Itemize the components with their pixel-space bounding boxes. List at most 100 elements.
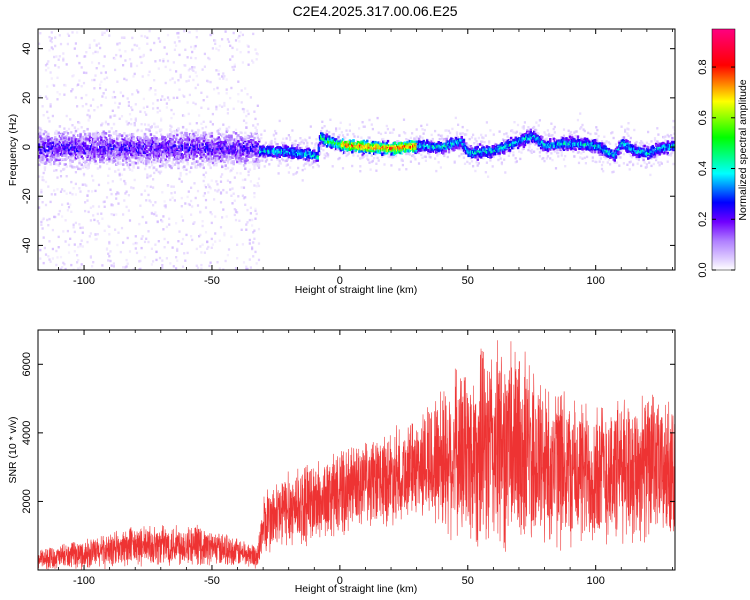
spectrogram-point — [192, 222, 195, 225]
spectrogram-point — [116, 243, 119, 247]
spectrogram-point — [330, 142, 333, 145]
spectrogram-point — [56, 98, 59, 101]
spectrogram-point — [42, 261, 45, 265]
spectrogram-point — [206, 159, 209, 162]
spectrogram-point — [118, 48, 121, 52]
spectrogram-point — [276, 148, 279, 151]
spectrogram-point — [292, 156, 295, 159]
spectrogram-point — [114, 96, 117, 99]
spectrogram-point — [270, 158, 273, 161]
spectrogram-point — [242, 164, 246, 167]
spectrogram-point — [54, 132, 57, 135]
spectrogram-point — [100, 80, 103, 83]
spectrogram-point — [67, 127, 71, 131]
spectrogram-point — [227, 125, 231, 129]
spectrogram-point — [233, 176, 236, 179]
spectrogram-point — [305, 150, 308, 153]
spectrogram-point — [216, 137, 219, 141]
spectrogram-point — [69, 237, 72, 240]
spectrogram-point — [127, 101, 130, 104]
spectrogram-point — [185, 172, 188, 176]
spectrogram-point — [240, 142, 243, 146]
spectrogram-point — [303, 154, 307, 157]
spectrogram-point — [171, 164, 174, 167]
spectrogram-point — [383, 163, 386, 166]
spectrogram-point — [112, 114, 115, 117]
spectrogram-point — [203, 65, 206, 68]
spectrogram-point — [84, 209, 87, 213]
spectrogram-point — [170, 192, 173, 195]
spectrogram-point — [85, 164, 88, 168]
spectrogram-point — [91, 78, 94, 82]
spectrogram-point — [107, 252, 110, 255]
spectrogram-point — [145, 156, 148, 160]
spectrogram-point — [71, 159, 74, 163]
spectrogram-point — [317, 165, 320, 168]
spectrogram-point — [223, 232, 226, 235]
spectrogram-point — [120, 155, 124, 158]
spectrogram-point — [163, 237, 166, 241]
spectrogram-point — [192, 139, 195, 142]
spectrogram-point — [218, 104, 221, 107]
spectrogram-point — [230, 135, 233, 139]
spectrogram-point — [242, 119, 246, 122]
spectrogram-point — [125, 120, 128, 123]
spectrogram-point — [128, 219, 132, 222]
spectrogram-point — [232, 149, 235, 153]
spectrogram-point — [190, 45, 193, 49]
spectrogram-point — [217, 157, 220, 161]
spectrogram-point — [149, 48, 152, 52]
spectrogram-point — [401, 163, 404, 167]
spectrogram-point — [351, 164, 354, 168]
spectrogram-point — [156, 220, 159, 223]
spectrogram-point — [170, 166, 173, 170]
spectrogram-point — [94, 139, 97, 143]
spectrogram-point — [42, 114, 45, 117]
spectrogram-point — [178, 177, 181, 181]
spectrogram-point — [234, 138, 238, 141]
spectrogram-point — [252, 124, 255, 127]
spectrogram-point — [61, 133, 64, 136]
spectrogram-point — [146, 173, 149, 176]
spectrogram-point — [78, 121, 81, 125]
spectrogram-point — [193, 45, 196, 48]
spectrogram-point — [134, 119, 137, 122]
spectrogram-point — [58, 55, 61, 58]
spectrogram-point — [366, 154, 369, 157]
spectrogram-point — [48, 217, 51, 221]
spectrogram-point — [201, 220, 204, 223]
spectrogram-point — [210, 131, 214, 135]
spectrogram-point — [61, 215, 64, 218]
spectrogram-point — [297, 166, 300, 170]
spectrogram-point — [204, 150, 208, 153]
spectrogram-point — [391, 146, 394, 150]
spectrogram-point — [117, 106, 120, 109]
spectrogram-point — [170, 116, 173, 120]
spectrogram-point — [196, 83, 200, 86]
spectrogram-point — [294, 172, 297, 175]
spectrogram-point — [65, 192, 68, 195]
spectrogram-point — [282, 158, 285, 162]
spectrogram-point — [99, 46, 102, 50]
spectrogram-point — [160, 218, 163, 222]
spectrogram-point — [187, 69, 190, 72]
spectrogram-point — [379, 149, 383, 153]
spectrogram-point — [110, 192, 113, 196]
spectrogram-point — [53, 189, 56, 192]
spectrogram-point — [252, 158, 255, 161]
spectrogram-point — [96, 143, 100, 146]
spectrogram-point — [367, 158, 370, 162]
spectrogram-point — [175, 157, 178, 161]
spectrogram-point — [249, 139, 253, 143]
spectrogram-point — [172, 185, 175, 188]
spectrogram-point — [256, 147, 259, 150]
spectrogram-point — [79, 244, 82, 248]
spectrogram-point — [268, 143, 271, 147]
spectrogram-point — [286, 145, 290, 149]
spectrogram-point — [256, 104, 259, 107]
spectrogram-point — [363, 154, 366, 157]
spectrogram-point — [115, 193, 118, 196]
spectrogram-point — [168, 135, 171, 138]
spectrogram-point — [161, 95, 164, 98]
spectrogram-point — [204, 141, 208, 144]
